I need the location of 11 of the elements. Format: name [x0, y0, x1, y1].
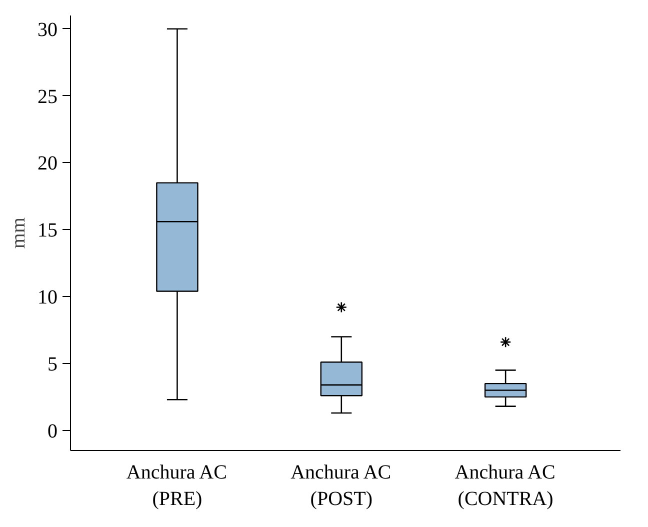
y-tick-label: 25	[38, 86, 58, 108]
y-tick-label: 20	[38, 152, 58, 175]
x-tick-label: Anchura AC (POST)	[290, 462, 392, 510]
y-tick-label: 0	[48, 420, 58, 442]
y-tick-label: 10	[38, 286, 58, 309]
x-tick-label: Anchura AC (CONTRA)	[454, 462, 556, 510]
x-tick-label: Anchura AC (PRE)	[126, 462, 227, 510]
y-tick-label: 30	[38, 18, 58, 41]
y-axis-title: mm	[8, 217, 30, 249]
y-tick-label: 5	[48, 354, 58, 376]
y-tick-label: 15	[38, 220, 58, 242]
